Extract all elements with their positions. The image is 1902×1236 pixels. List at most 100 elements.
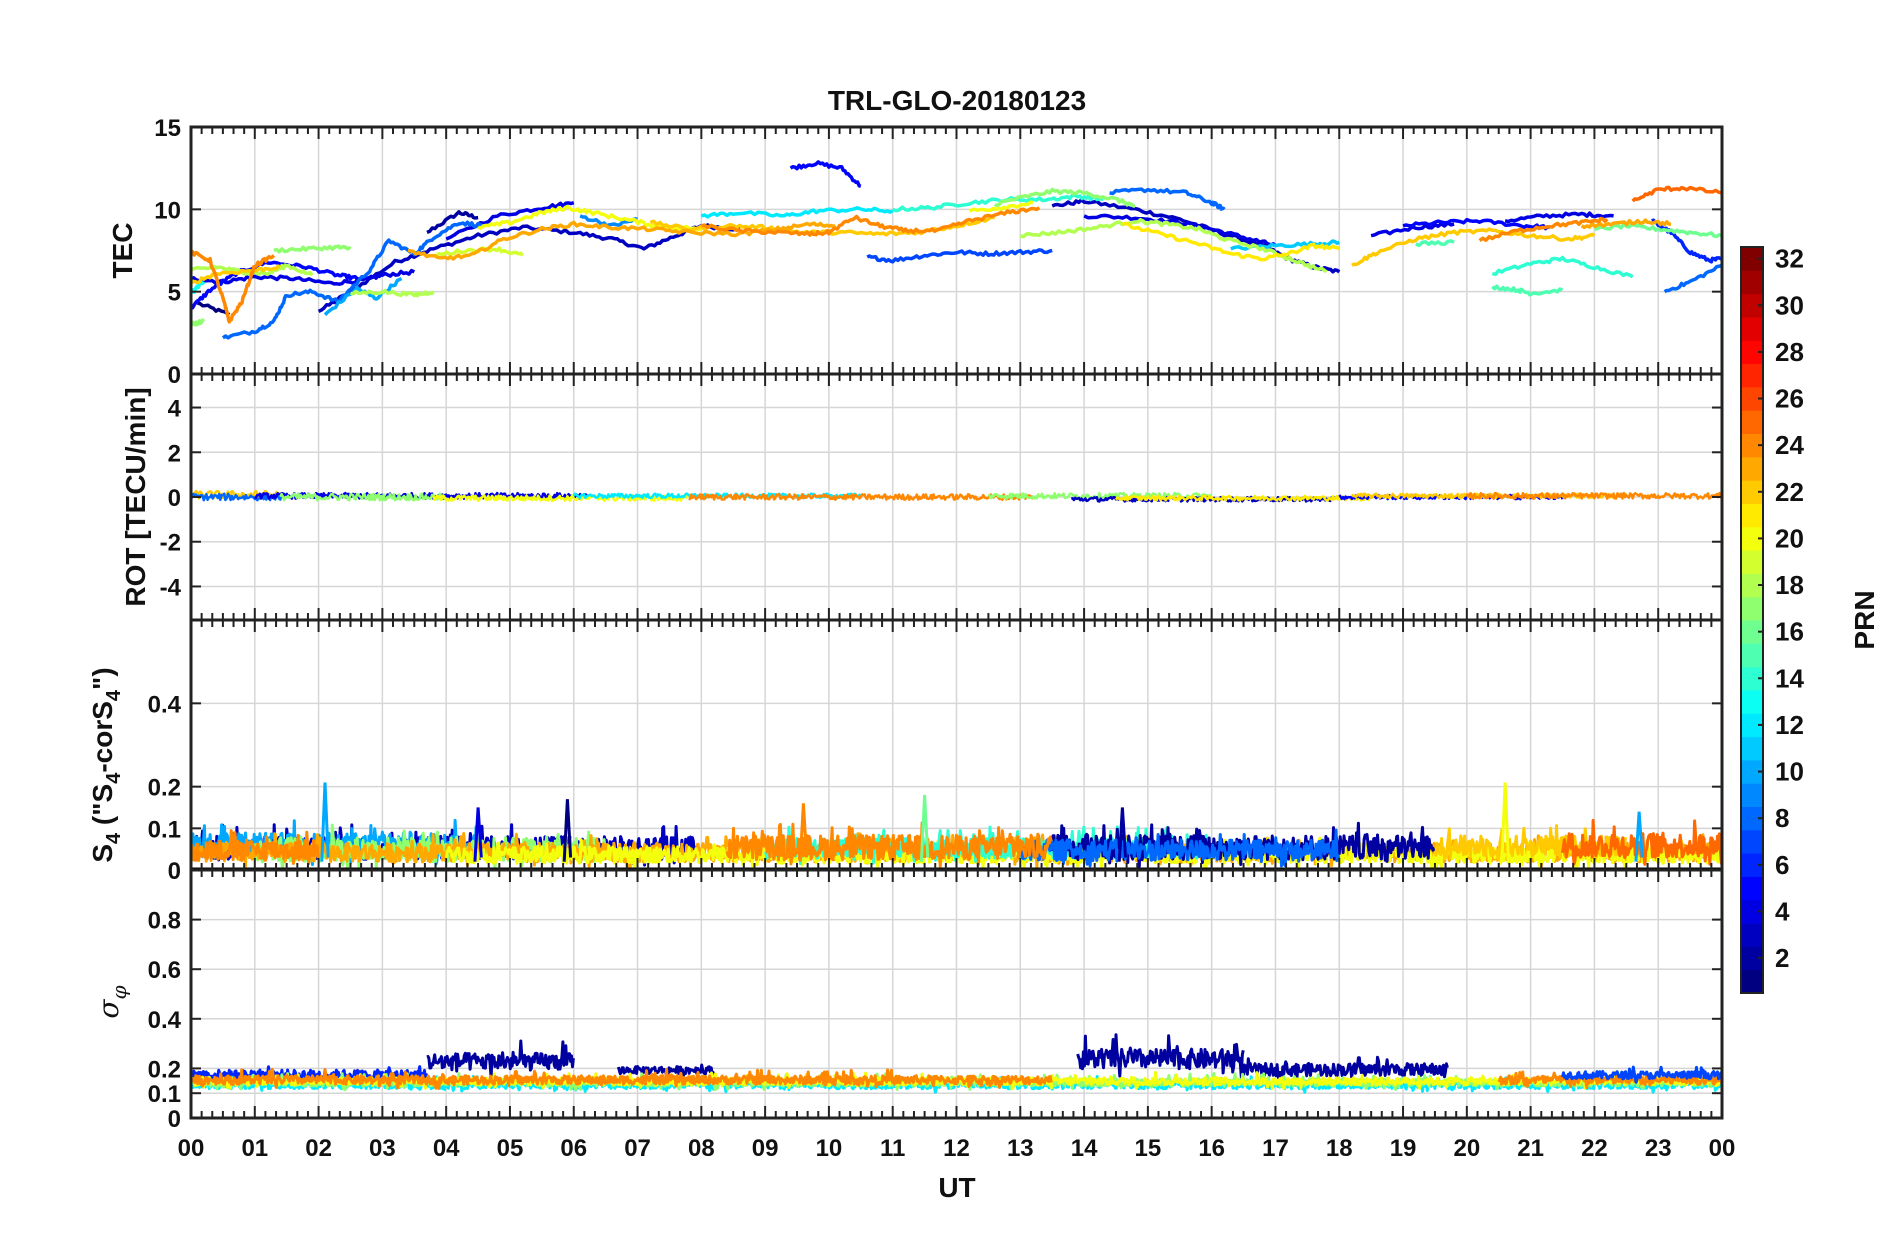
tec-series-prn-23: [407, 220, 836, 261]
tec-series-prn-23: [1580, 218, 1672, 230]
colorbar-bin: [1741, 433, 1763, 458]
y-tick-label-rot: 0: [168, 485, 181, 512]
rot-series-prn-24: [1465, 491, 1722, 500]
x-tick-label: 15: [1135, 1135, 1162, 1162]
panel-tec: 0 5 10 15 TEC: [107, 115, 1724, 389]
rot-series-prn-12: [572, 492, 862, 500]
x-tick-label: 13: [1007, 1135, 1034, 1162]
colorbar-bin: [1741, 806, 1763, 831]
y-axis-label-rot: ROT [TECU/min]: [120, 387, 151, 606]
x-tick-label: 05: [497, 1135, 524, 1162]
sigma_phi-series-prn-24: [191, 1067, 1053, 1090]
s4-peak-prn-20: [1500, 782, 1510, 862]
tec-series-prn-14: [1491, 255, 1634, 279]
y-tick-label-rot: -4: [160, 574, 182, 601]
colorbar-bin: [1741, 759, 1763, 784]
colorbar-tick-label: 4: [1775, 896, 1790, 926]
x-tick-label: 02: [305, 1135, 332, 1162]
x-tick-label: 09: [752, 1135, 779, 1162]
tec-series-prn-8: [1663, 263, 1722, 294]
tec-series-prn-1: [197, 301, 231, 317]
tec-series-prn-25: [1631, 185, 1722, 203]
colorbar-bin: [1741, 316, 1763, 341]
colorbar-bin: [1741, 620, 1763, 644]
tec-series-prn-16: [1594, 222, 1722, 239]
colorbar-bin: [1741, 526, 1763, 551]
colorbar-bin: [1741, 899, 1763, 924]
colorbar-tick-label: 16: [1775, 617, 1804, 647]
x-tick-label: 04: [433, 1135, 460, 1162]
y-tick-label-sigma_phi: 0.6: [148, 957, 181, 984]
y-tick-label-tec: 10: [154, 197, 181, 224]
colorbar-tick-label: 30: [1775, 290, 1804, 320]
x-ticks-tec: [190, 127, 1723, 374]
sigma_phi-series-prn-2: [1242, 1055, 1449, 1084]
tec-series-prn-15: [1415, 239, 1455, 248]
tec-series-prn-20: [477, 204, 702, 232]
y-tick-label-rot: -2: [160, 530, 181, 557]
series-group-tec: [191, 160, 1722, 340]
x-tick-label: 01: [241, 1135, 268, 1162]
colorbar-bin: [1741, 853, 1763, 877]
tec-series-prn-17: [191, 318, 206, 327]
y-tick-label-sigma_phi: 0.4: [148, 1007, 182, 1034]
y-tick-label-s4: 0: [168, 858, 181, 885]
panel-rot: -4 -2 0 2 4 ROT [TECU/min]: [120, 372, 1724, 622]
x-tick-label: 20: [1453, 1135, 1480, 1162]
y-tick-label-s4: 0.4: [148, 691, 182, 718]
tec-series-prn-5: [789, 160, 862, 188]
x-tick-label: 10: [816, 1135, 843, 1162]
tec-series-prn-17: [273, 244, 352, 254]
colorbar-bin: [1741, 783, 1763, 807]
x-tick-label: 07: [624, 1135, 651, 1162]
colorbar-bin: [1741, 247, 1763, 271]
tec-series-prn-4: [445, 201, 575, 241]
colorbar-bin: [1741, 946, 1763, 971]
colorbar-bin: [1741, 689, 1763, 714]
sigma_phi-series-prn-2: [1076, 1033, 1245, 1079]
colorbar-tick-label: 22: [1775, 477, 1804, 507]
colorbar-tick-label: 32: [1775, 244, 1804, 274]
colorbar-bin: [1741, 573, 1763, 598]
colorbar-bin: [1741, 340, 1763, 365]
colorbar-bin: [1741, 876, 1763, 901]
tec-series-prn-18: [350, 288, 435, 298]
y-axis-label-tec: TEC: [107, 223, 138, 279]
tec-series-prn-4: [191, 268, 416, 286]
y-tick-label-sigma_phi: 0: [168, 1106, 181, 1133]
x-tick-label: 17: [1262, 1135, 1289, 1162]
tec-series-prn-22: [1351, 227, 1596, 267]
tec-series-prn-24: [1478, 216, 1609, 243]
y-tick-label-s4: 0.2: [148, 775, 181, 802]
y-axis-label-sigma-phi: σφ: [92, 985, 131, 1018]
x-ticks-sigma_phi: [190, 870, 1723, 1118]
sigma_phi-series-prn-7: [1561, 1065, 1722, 1084]
tec-series-prn-2: [426, 210, 479, 235]
colorbar-bin: [1741, 666, 1763, 691]
colorbar-bin: [1741, 550, 1763, 574]
colorbar-bin: [1741, 596, 1763, 621]
s4-peak-prn-1: [562, 799, 573, 862]
y-tick-label-rot: 2: [168, 440, 181, 467]
tec-series-prn-8: [221, 220, 485, 340]
s4-peak-prn-4: [473, 807, 483, 862]
colorbar-tick-label: 14: [1775, 663, 1804, 693]
x-tick-label: 00: [1709, 1135, 1736, 1162]
tec-series-prn-8: [1109, 187, 1226, 211]
colorbar-frame: [1740, 246, 1764, 994]
x-tick-label: 08: [688, 1135, 715, 1162]
colorbar-bin: [1741, 923, 1763, 947]
rot-series-prn-17: [987, 491, 1213, 500]
tec-series-prn-4: [1504, 211, 1614, 224]
y-tick-label-tec: 0: [168, 362, 181, 389]
colorbar-bin: [1741, 480, 1763, 504]
s4-series-prn-24: [191, 829, 320, 866]
s4-peak-prn-24: [798, 803, 809, 862]
series-group-sigma_phi: [191, 1033, 1722, 1094]
s4-peak-prn-16: [919, 794, 930, 862]
colorbar-tick-label: 6: [1775, 850, 1789, 880]
colorbar-tick-label: 18: [1775, 570, 1804, 600]
x-tick-label: 22: [1581, 1135, 1608, 1162]
colorbar-tick-label: 26: [1775, 384, 1804, 414]
